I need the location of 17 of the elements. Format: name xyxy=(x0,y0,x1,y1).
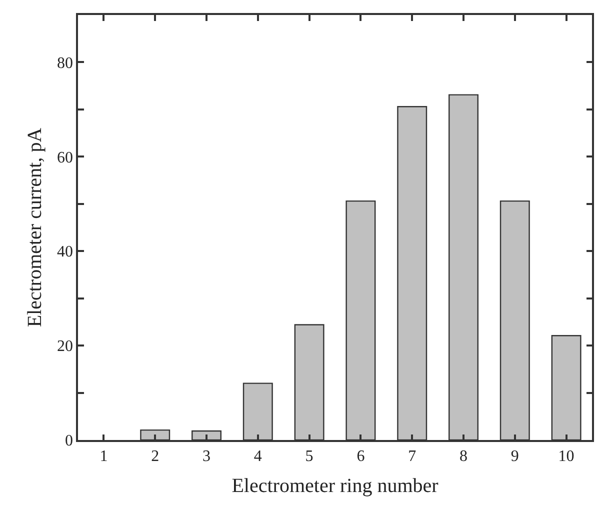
x-tick-label: 8 xyxy=(460,448,468,465)
y-tick-label: 40 xyxy=(57,244,74,261)
x-tick-label: 7 xyxy=(408,448,416,465)
y-tick-label: 60 xyxy=(57,149,74,166)
x-tick-label: 4 xyxy=(254,448,262,465)
x-tick-label: 10 xyxy=(558,448,574,465)
x-tick-label: 1 xyxy=(100,448,108,465)
x-tick-label: 5 xyxy=(305,448,314,465)
y-tick-label: 0 xyxy=(65,432,74,450)
x-axis-title: Electrometer ring number xyxy=(232,474,439,497)
x-tick-label: 6 xyxy=(356,448,365,465)
x-tick-label: 3 xyxy=(202,448,210,465)
y-axis-title: Electrometer current, pA xyxy=(24,127,46,328)
y-tick-label: 20 xyxy=(57,338,74,356)
x-tick-label: 2 xyxy=(151,448,160,465)
y-tick-label: 80 xyxy=(57,54,74,72)
x-tick-label: 9 xyxy=(510,448,519,465)
